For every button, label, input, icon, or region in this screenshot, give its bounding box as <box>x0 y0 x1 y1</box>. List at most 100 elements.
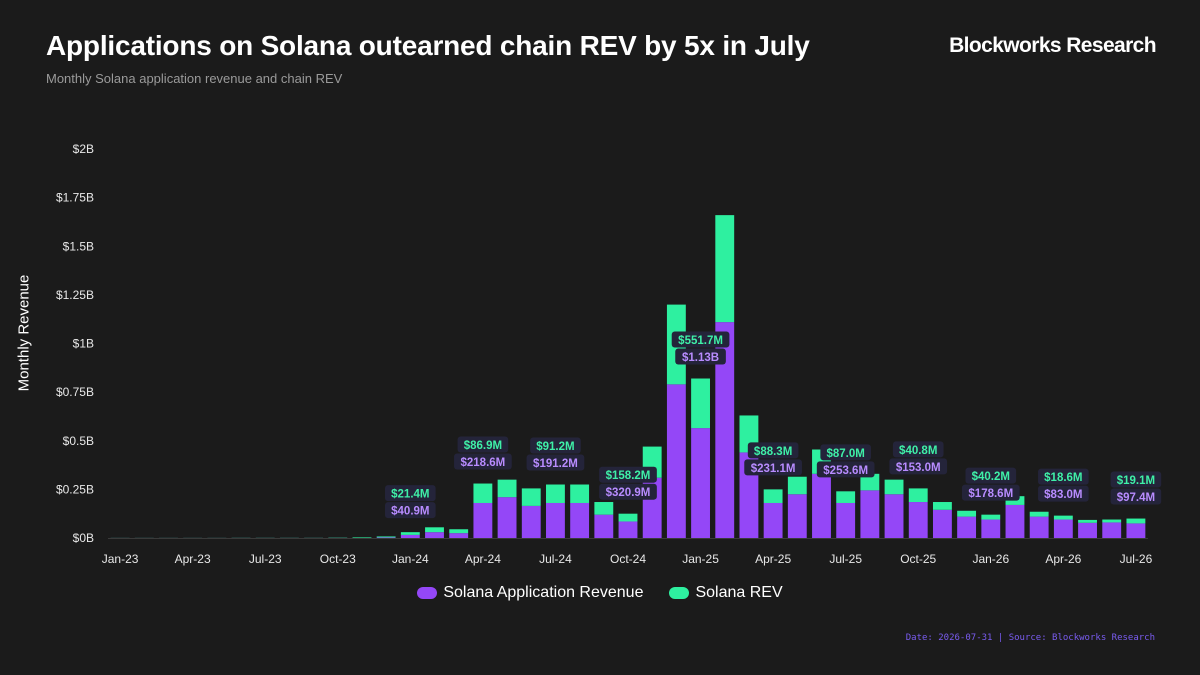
x-tick-label: Apr-23 <box>175 552 211 566</box>
y-tick-label: $0.75B <box>56 385 94 399</box>
x-tick-label: Apr-24 <box>465 552 501 566</box>
bar-app-revenue <box>449 533 469 538</box>
bar-solana-rev <box>449 529 469 534</box>
bar-app-revenue <box>787 494 807 538</box>
bar-solana-rev <box>908 488 928 503</box>
bar-solana-rev <box>521 488 541 506</box>
bar-app-revenue <box>812 473 831 538</box>
legend-item-solana-rev[interactable]: Solana REV <box>669 584 783 602</box>
bar-app-revenue <box>521 505 541 538</box>
data-label-solana-rev-bg <box>671 331 730 348</box>
data-label-app-revenue-bg <box>816 461 875 478</box>
data-label-solana-rev-bg <box>530 437 581 454</box>
data-label-app-revenue: $218.6M <box>461 457 506 469</box>
data-label-app-revenue: $253.6M <box>823 465 868 477</box>
bar-app-revenue <box>1102 522 1122 538</box>
bar-app-revenue <box>376 537 396 539</box>
data-label-app-revenue-bg <box>1110 488 1162 505</box>
bar-solana-rev <box>981 514 1001 520</box>
bar-app-revenue <box>546 502 565 538</box>
data-label-solana-rev-bg <box>599 466 657 483</box>
bar-app-revenue <box>691 428 710 538</box>
y-tick-label: $1.5B <box>63 239 94 253</box>
data-label-app-revenue-bg <box>889 458 948 475</box>
bar-solana-rev <box>1029 511 1049 517</box>
data-label-solana-rev: $91.2M <box>536 441 574 453</box>
bar-app-revenue <box>860 490 880 538</box>
bar-app-revenue <box>594 514 614 538</box>
bar-solana-rev <box>932 502 952 510</box>
data-label-app-revenue: $40.9M <box>391 506 429 518</box>
x-tick-label: Oct-25 <box>900 552 936 566</box>
data-label-app-revenue-bg <box>454 453 512 470</box>
y-tick-label: $1.25B <box>56 288 94 302</box>
bar-solana-rev <box>1053 515 1073 520</box>
bar-app-revenue <box>932 509 952 538</box>
y-tick-label: $0B <box>73 531 94 545</box>
x-tick-label: Jul-23 <box>249 552 282 566</box>
data-label-app-revenue-bg <box>526 454 585 471</box>
bar-app-revenue <box>570 502 590 538</box>
bar-solana-rev <box>594 502 614 515</box>
data-label-solana-rev-bg <box>457 436 509 453</box>
x-tick-label: Apr-25 <box>755 552 791 566</box>
data-label-solana-rev: $86.9M <box>464 440 502 452</box>
bar-solana-rev <box>352 537 372 539</box>
data-label-solana-rev-bg <box>385 485 436 502</box>
bar-solana-rev <box>1078 519 1097 523</box>
x-tick-label: Jan-24 <box>392 552 429 566</box>
x-tick-label: Jan-26 <box>972 552 1009 566</box>
data-label-solana-rev-bg <box>820 444 871 461</box>
data-label-app-revenue-bg <box>385 502 436 519</box>
data-label-solana-rev-bg <box>747 442 799 459</box>
bar-app-revenue <box>908 502 928 538</box>
bar-solana-rev <box>715 215 735 323</box>
legend-label-solana-rev: Solana REV <box>695 584 783 601</box>
x-tick-label: Jul-26 <box>1120 552 1153 566</box>
data-label-app-revenue: $153.0M <box>896 462 941 474</box>
bar-app-revenue <box>715 322 735 538</box>
bar-app-revenue <box>1078 522 1097 538</box>
bar-app-revenue <box>836 502 856 538</box>
x-tick-label: Apr-26 <box>1045 552 1081 566</box>
bar-solana-rev <box>400 532 420 535</box>
y-tick-label: $1B <box>73 337 94 351</box>
data-label-app-revenue: $1.13B <box>682 352 719 364</box>
bar-solana-rev <box>425 527 444 533</box>
x-tick-label: Jan-23 <box>102 552 139 566</box>
data-label-solana-rev: $40.8M <box>899 445 937 457</box>
data-label-solana-rev: $158.2M <box>606 470 651 482</box>
bar-app-revenue <box>666 384 686 538</box>
x-tick-label: Oct-24 <box>610 552 646 566</box>
y-tick-label: $2B <box>73 142 94 156</box>
legend-item-app-revenue[interactable]: Solana Application Revenue <box>417 584 643 602</box>
x-tick-label: Jan-25 <box>682 552 719 566</box>
bar-solana-rev <box>546 484 565 503</box>
data-label-app-revenue-bg <box>961 484 1020 501</box>
bar-app-revenue <box>1029 516 1049 538</box>
bar-app-revenue <box>473 502 493 538</box>
x-tick-label: Jul-25 <box>829 552 862 566</box>
data-label-app-revenue-bg <box>599 483 657 500</box>
bar-app-revenue <box>400 534 420 538</box>
data-label-solana-rev-bg <box>892 441 944 458</box>
bar-solana-rev <box>691 378 710 429</box>
x-tick-label: Oct-23 <box>320 552 356 566</box>
bar-solana-rev <box>884 479 904 495</box>
bar-app-revenue <box>981 519 1001 538</box>
bar-solana-rev <box>618 513 638 522</box>
footer-source: Date: 2026-07-31 | Source: Blockworks Re… <box>905 633 1155 643</box>
bar-app-revenue <box>1126 523 1146 538</box>
chart-subtitle: Monthly Solana application revenue and c… <box>46 71 343 86</box>
legend-label-app-revenue: Solana Application Revenue <box>443 584 644 601</box>
data-label-solana-rev-bg <box>1038 468 1089 485</box>
bar-solana-rev <box>787 476 807 495</box>
chart-legend: Solana Application Revenue Solana REV <box>0 584 1200 602</box>
brand-logo: Blockworks Research <box>949 34 1156 57</box>
legend-swatch-solana-rev <box>669 587 690 599</box>
bar-solana-rev <box>836 491 856 503</box>
data-label-app-revenue: $83.0M <box>1044 489 1082 501</box>
data-label-app-revenue: $191.2M <box>533 458 578 470</box>
bar-app-revenue <box>1053 519 1073 538</box>
